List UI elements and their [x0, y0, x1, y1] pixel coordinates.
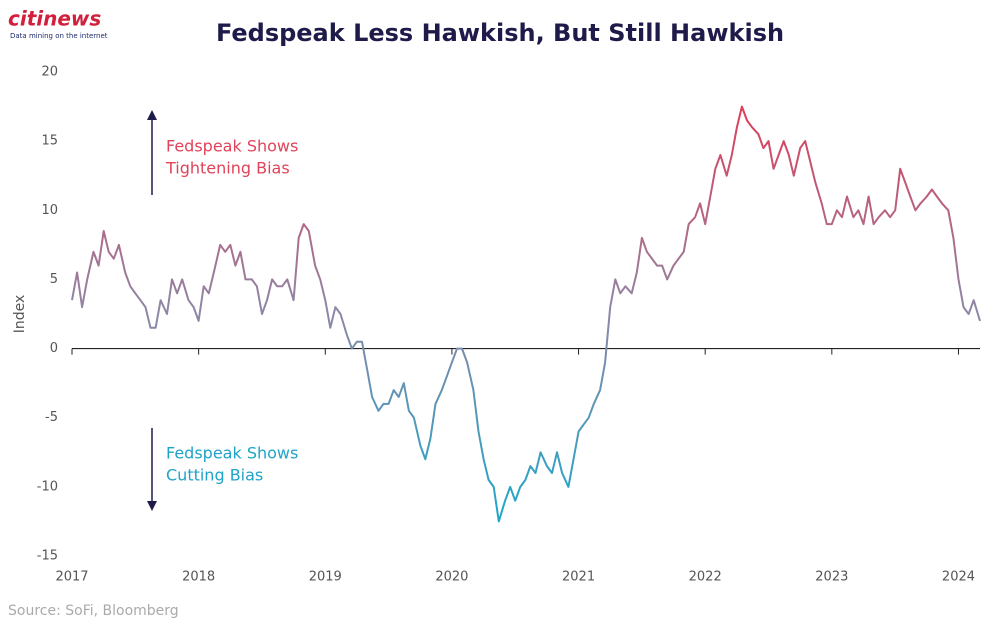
- arrow-head: [147, 501, 157, 511]
- annotation: Fedspeak Shows: [166, 444, 298, 463]
- logo-name: citinews: [8, 7, 101, 31]
- y-tick-label: -15: [37, 549, 58, 564]
- x-tick-label: 2018: [182, 570, 215, 585]
- y-tick-label: -5: [45, 410, 58, 425]
- chart-title: Fedspeak Less Hawkish, But Still Hawkish: [216, 19, 784, 47]
- x-tick-label: 2021: [562, 570, 595, 585]
- x-tick-label: 2022: [689, 570, 722, 585]
- y-tick-label: 20: [41, 65, 58, 80]
- x-tick-label: 2019: [309, 570, 342, 585]
- annotation: Cutting Bias: [166, 466, 263, 485]
- x-tick-label: 2017: [55, 570, 88, 585]
- y-axis-label: Index: [12, 295, 28, 334]
- x-tick-label: 2024: [942, 570, 975, 585]
- annotation: Fedspeak Shows: [166, 137, 298, 156]
- y-tick-label: 5: [50, 272, 58, 287]
- arrow-head: [147, 110, 157, 120]
- source: Source: SoFi, Bloomberg: [8, 603, 179, 619]
- y-tick-label: -10: [37, 479, 58, 494]
- y-tick-label: 0: [50, 341, 58, 356]
- line: [71, 105, 981, 523]
- y-tick-label: 15: [41, 134, 58, 149]
- logo-tagline: Data mining on the internet: [10, 32, 108, 40]
- x-tick-label: 2023: [815, 570, 848, 585]
- x-tick-label: 2020: [435, 570, 468, 585]
- annotation: Tightening Bias: [165, 159, 290, 178]
- y-tick-label: 10: [41, 203, 58, 218]
